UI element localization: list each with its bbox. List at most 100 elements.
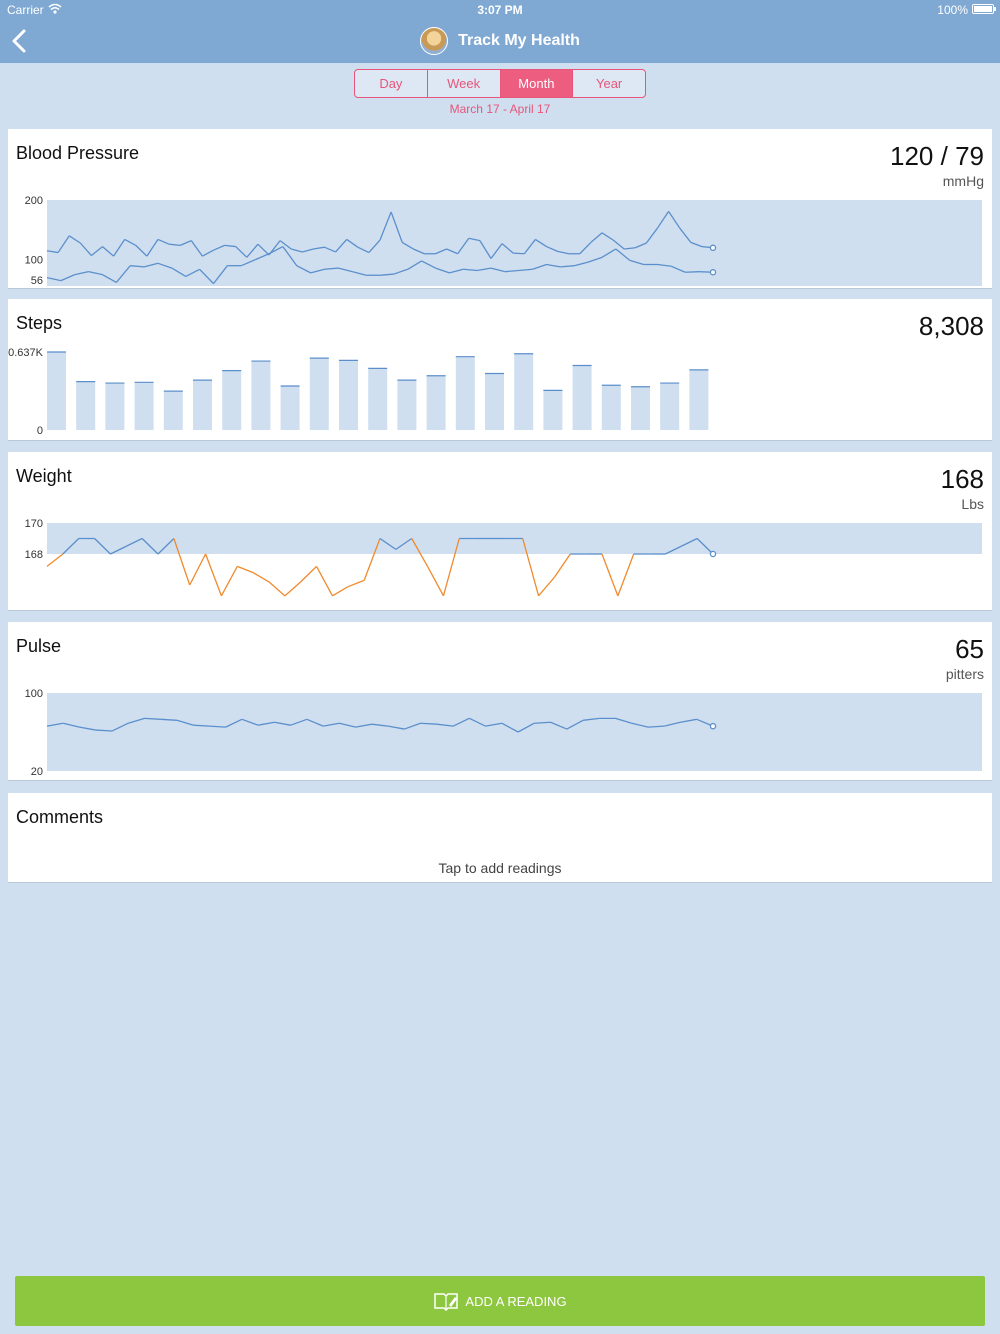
weight-line-segment (62, 538, 80, 555)
bp-systolic-end-point (709, 244, 717, 252)
steps-tick-0: 0 (37, 425, 43, 437)
tab-day[interactable]: Day (355, 70, 428, 97)
tab-week[interactable]: Week (428, 70, 501, 97)
bp-systolic-segment (513, 252, 525, 255)
pulse-line-segment (615, 717, 632, 724)
carrier-label: Carrier (7, 3, 44, 17)
bp-diastolic-segment (504, 269, 519, 273)
pulse-line-segment (306, 718, 324, 727)
bp-diastolic-segment (102, 274, 117, 283)
pulse-line-segment (534, 721, 551, 724)
bp-diastolic-segment (143, 262, 159, 268)
bp-diastolic-segment (352, 271, 367, 276)
bp-systolic-segment (645, 227, 659, 244)
bp-diastolic-segment (379, 273, 394, 276)
bp-diastolic-segment (254, 253, 270, 261)
weight-line-segment (157, 538, 175, 555)
steps-card[interactable]: 10.637K 0 Steps 8,308 (8, 299, 992, 441)
bp-systolic-segment (435, 248, 447, 255)
bp-tick-56: 56 (31, 275, 43, 287)
add-reading-button[interactable]: ADD A READING (15, 1276, 985, 1326)
pulse-unit: pitters (945, 666, 984, 682)
bp-systolic-segment (679, 227, 692, 243)
weight-tick-168: 168 (25, 549, 43, 561)
bp-diastolic-segment (310, 268, 325, 274)
bp-systolic-segment (257, 243, 270, 256)
chevron-left-icon[interactable] (8, 28, 32, 54)
steps-bar (601, 385, 621, 430)
steps-tick-max: 10.637K (8, 347, 44, 359)
bp-systolic-segment (324, 246, 336, 253)
weight-line-segment (442, 538, 460, 597)
steps-bar (572, 365, 592, 430)
bp-systolic-segment (113, 239, 126, 257)
bp-systolic-segment (579, 241, 592, 255)
pulse-line-segment (517, 722, 535, 733)
comments-hint[interactable]: Tap to add readings (438, 860, 562, 876)
bp-systolic-segment (346, 238, 359, 248)
bp-systolic-segment (279, 240, 292, 250)
blood-pressure-unit: mmHg (942, 173, 984, 189)
weight-line-segment (110, 545, 127, 555)
bp-systolic-segment (535, 238, 547, 248)
bp-systolic-segment (468, 237, 481, 242)
bp-diastolic-segment (338, 267, 353, 273)
bp-diastolic-segment (449, 268, 464, 274)
bp-systolic-segment (202, 249, 214, 257)
pulse-line-segment (664, 721, 681, 727)
pulse-line-segment (144, 717, 161, 720)
bp-systolic-segment (490, 243, 503, 259)
clock-label: 3:07 PM (477, 3, 523, 17)
avatar[interactable] (420, 27, 449, 55)
bp-diastolic-segment (46, 277, 62, 282)
blood-pressure-card[interactable]: 200 100 56 Blood Pressure 120 / 79 mmHg (8, 129, 992, 289)
tab-month[interactable]: Month (500, 70, 574, 97)
bp-diastolic-segment (185, 268, 200, 278)
pulse-line-segment (631, 722, 649, 728)
bp-systolic-segment (390, 211, 403, 243)
bp-diastolic-segment (171, 267, 187, 278)
comments-card[interactable]: Comments Tap to add readings (8, 793, 992, 883)
notebook-pen-icon (434, 1293, 459, 1311)
pulse-line-segment (63, 722, 80, 728)
weight-line-segment (94, 538, 111, 555)
bp-diastolic-segment (115, 265, 131, 283)
add-reading-label: ADD A READING (465, 1293, 567, 1309)
pulse-card[interactable]: 100 20 Pulse 65 pitters (8, 622, 992, 781)
bp-systolic-segment (501, 243, 514, 254)
bp-diastolic-segment (574, 261, 589, 267)
pulse-tick-20: 20 (31, 766, 43, 778)
bp-diastolic-segment (601, 248, 617, 258)
steps-bar (455, 356, 475, 430)
weight-line-segment (395, 537, 413, 550)
wifi-icon (48, 3, 62, 14)
steps-bar (543, 390, 563, 430)
bp-systolic-segment (635, 242, 647, 249)
bp-systolic-segment (379, 211, 392, 241)
weight-line-segment (363, 538, 381, 581)
bp-diastolic-segment (685, 271, 700, 273)
bp-diastolic-segment (518, 268, 533, 272)
bp-systolic-segment (446, 248, 458, 255)
bp-systolic-segment (357, 246, 370, 254)
bp-diastolic-segment (393, 268, 408, 275)
weight-line-segment (538, 576, 555, 597)
bp-systolic-segment (169, 243, 181, 247)
tab-year[interactable]: Year (595, 76, 623, 91)
bp-diastolic-segment (560, 265, 575, 268)
bp-systolic-segment (368, 239, 381, 253)
steps-chart: 10.637K 0 (8, 347, 709, 437)
weight-card[interactable]: 170 168 Weight 168 Lbs (8, 452, 992, 611)
steps-bar (397, 380, 417, 430)
steps-value: 8,308 (918, 311, 984, 341)
bp-diastolic-segment (587, 256, 603, 263)
bp-diastolic-segment (157, 262, 173, 269)
bp-systolic-segment (179, 240, 192, 246)
bp-diastolic-segment (463, 268, 478, 272)
weight-tick-170: 170 (25, 518, 43, 530)
steps-bar (426, 375, 446, 430)
steps-bar (105, 383, 125, 430)
steps-bar (368, 368, 388, 430)
pulse-line-segment (209, 725, 226, 728)
steps-bar (76, 381, 96, 430)
